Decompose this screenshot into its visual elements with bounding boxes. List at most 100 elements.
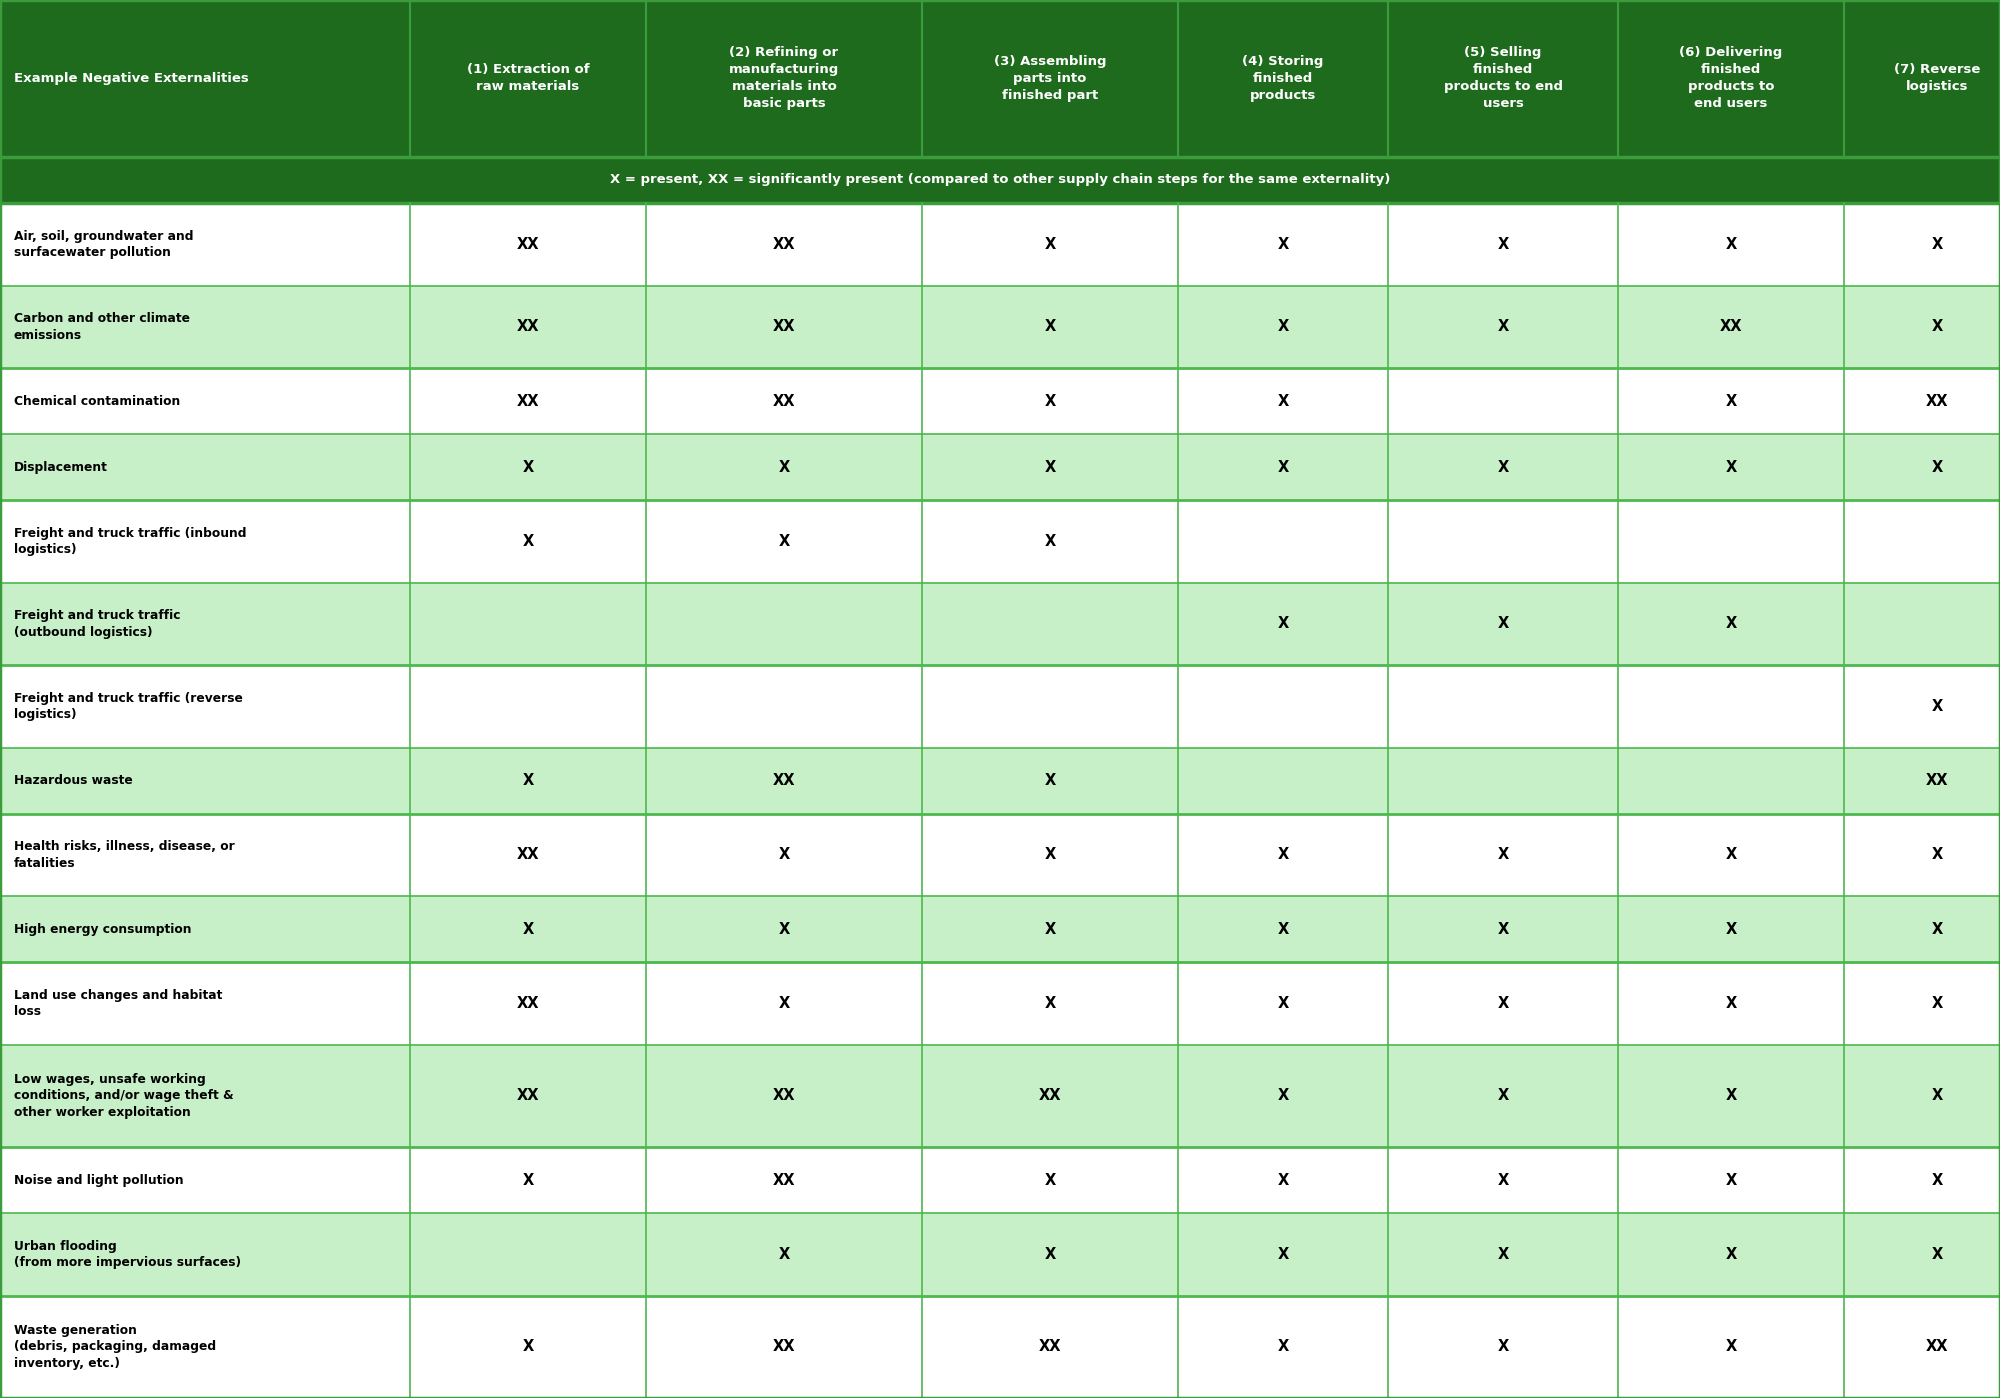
Text: X: X [1278, 236, 1288, 252]
Text: X: X [1932, 847, 1942, 863]
Text: XX: XX [772, 319, 796, 334]
Text: (1) Extraction of
raw materials: (1) Extraction of raw materials [466, 63, 590, 94]
Text: XX: XX [516, 995, 540, 1011]
Text: X: X [1044, 773, 1056, 788]
Text: X: X [1498, 1173, 1508, 1188]
Text: X: X [1278, 1247, 1288, 1262]
Bar [0, 962, 2000, 1044]
Text: X: X [1044, 921, 1056, 937]
Text: X: X [1498, 617, 1508, 632]
Text: X: X [1498, 995, 1508, 1011]
Bar [0, 435, 2000, 500]
Bar [0, 1044, 2000, 1148]
Text: X: X [1498, 1089, 1508, 1103]
Text: X: X [1278, 460, 1288, 474]
Text: X: X [522, 534, 534, 549]
Text: X: X [1932, 1173, 1942, 1188]
Text: X: X [1278, 1339, 1288, 1355]
Text: Low wages, unsafe working
conditions, and/or wage theft &
other worker exploitat: Low wages, unsafe working conditions, an… [14, 1072, 234, 1118]
Text: Freight and truck traffic
(outbound logistics): Freight and truck traffic (outbound logi… [14, 610, 180, 639]
Text: X: X [1278, 394, 1288, 408]
Text: X: X [522, 773, 534, 788]
Text: X: X [522, 1173, 534, 1188]
Text: Carbon and other climate
emissions: Carbon and other climate emissions [14, 312, 190, 341]
Text: X: X [1498, 460, 1508, 474]
Text: High energy consumption: High energy consumption [14, 923, 192, 935]
Text: XX: XX [1720, 319, 1742, 334]
Text: (4) Storing
finished
products: (4) Storing finished products [1242, 55, 1324, 102]
Text: X: X [1726, 617, 1736, 632]
Text: X: X [1932, 460, 1942, 474]
Bar [0, 368, 2000, 435]
Bar [0, 1148, 2000, 1213]
Text: X: X [1932, 1247, 1942, 1262]
Text: X: X [1726, 1247, 1736, 1262]
Text: XX: XX [772, 1339, 796, 1355]
Text: X: X [1932, 319, 1942, 334]
Text: XX: XX [1926, 1339, 1948, 1355]
Text: X: X [1278, 1173, 1288, 1188]
Text: XX: XX [1926, 394, 1948, 408]
Text: X: X [1278, 847, 1288, 863]
Text: Noise and light pollution: Noise and light pollution [14, 1174, 184, 1187]
Text: X: X [778, 1247, 790, 1262]
Text: X: X [778, 534, 790, 549]
Text: X: X [1498, 236, 1508, 252]
Text: XX: XX [1038, 1089, 1062, 1103]
Text: X: X [1044, 847, 1056, 863]
Text: X: X [1726, 236, 1736, 252]
Text: (6) Delivering
finished
products to
end users: (6) Delivering finished products to end … [1680, 46, 1782, 110]
Text: X: X [1044, 1247, 1056, 1262]
Text: (5) Selling
finished
products to end
users: (5) Selling finished products to end use… [1444, 46, 1562, 110]
Text: X: X [1726, 1339, 1736, 1355]
Text: X: X [1044, 319, 1056, 334]
Text: X: X [1498, 1247, 1508, 1262]
Text: X: X [1278, 995, 1288, 1011]
Text: X: X [1044, 394, 1056, 408]
Text: Air, soil, groundwater and
surfacewater pollution: Air, soil, groundwater and surfacewater … [14, 229, 194, 259]
Text: (2) Refining or
manufacturing
materials into
basic parts: (2) Refining or manufacturing materials … [728, 46, 840, 110]
Text: XX: XX [772, 394, 796, 408]
Text: X: X [522, 460, 534, 474]
Text: X: X [1932, 921, 1942, 937]
Text: X: X [1498, 847, 1508, 863]
Text: XX: XX [516, 236, 540, 252]
Bar [0, 1296, 2000, 1398]
Text: Health risks, illness, disease, or
fatalities: Health risks, illness, disease, or fatal… [14, 840, 234, 870]
Text: X: X [1726, 394, 1736, 408]
Text: X: X [522, 921, 534, 937]
Text: XX: XX [1038, 1339, 1062, 1355]
Text: X: X [1278, 1089, 1288, 1103]
Text: X: X [1726, 1089, 1736, 1103]
Text: XX: XX [516, 1089, 540, 1103]
Text: XX: XX [516, 847, 540, 863]
Bar [0, 583, 2000, 665]
Text: (7) Reverse
logistics: (7) Reverse logistics [1894, 63, 1980, 94]
Text: X: X [1044, 1173, 1056, 1188]
Text: Land use changes and habitat
loss: Land use changes and habitat loss [14, 988, 222, 1018]
Text: XX: XX [1926, 773, 1948, 788]
Text: Freight and truck traffic (inbound
logistics): Freight and truck traffic (inbound logis… [14, 527, 246, 556]
Text: X: X [1932, 1089, 1942, 1103]
Text: Displacement: Displacement [14, 460, 108, 474]
Text: X: X [1726, 847, 1736, 863]
Text: X: X [778, 847, 790, 863]
Text: Chemical contamination: Chemical contamination [14, 394, 180, 408]
Text: Hazardous waste: Hazardous waste [14, 774, 132, 787]
Text: X: X [1726, 921, 1736, 937]
Bar [0, 1213, 2000, 1296]
Text: X = present, XX = significantly present (compared to other supply chain steps fo: X = present, XX = significantly present … [610, 173, 1390, 186]
Text: X: X [1498, 319, 1508, 334]
Text: X: X [1726, 995, 1736, 1011]
Text: X: X [1044, 460, 1056, 474]
Text: (3) Assembling
parts into
finished part: (3) Assembling parts into finished part [994, 55, 1106, 102]
Bar [0, 500, 2000, 583]
Bar [0, 896, 2000, 962]
Text: X: X [1726, 1173, 1736, 1188]
Text: X: X [1726, 460, 1736, 474]
Text: X: X [522, 1339, 534, 1355]
Text: X: X [1278, 617, 1288, 632]
Text: X: X [1932, 236, 1942, 252]
Text: Waste generation
(debris, packaging, damaged
inventory, etc.): Waste generation (debris, packaging, dam… [14, 1324, 216, 1370]
Bar [0, 157, 2000, 203]
